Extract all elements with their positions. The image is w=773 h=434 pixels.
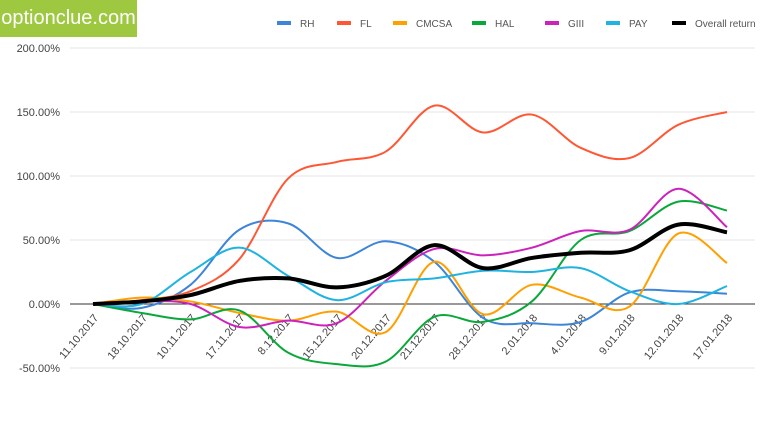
logo: optionclue.com (0, 0, 137, 37)
x-tick-label: 9.01.2018 (597, 312, 638, 357)
x-tick-label: 17.11.2017 (204, 312, 248, 361)
x-tick-label: 4.01.2018 (548, 312, 589, 357)
series-line-cmcsa (92, 231, 728, 335)
y-tick-label: 200.00% (17, 43, 61, 55)
y-tick-label: 0.00% (29, 299, 60, 311)
x-tick-label: 17.01.2018 (691, 312, 736, 362)
legend-label: GIII (568, 19, 584, 30)
x-tick-label: 18.10.2017 (105, 312, 150, 362)
legend-label: PAY (629, 19, 648, 30)
legend-label: RH (300, 19, 314, 30)
x-tick-label: 2.01.2018 (500, 312, 541, 357)
x-tick-label: 20.12.2017 (349, 312, 394, 362)
legend-label: FL (360, 19, 372, 30)
x-tick-label: 12.01.2018 (642, 312, 687, 362)
legend-swatch (337, 21, 351, 25)
legend-swatch (393, 21, 407, 25)
legend-swatch (472, 21, 486, 25)
legend-swatch (277, 21, 291, 25)
legend-label: CMCSA (416, 19, 452, 30)
legend-swatch (672, 21, 686, 25)
series-line-overall-return (92, 222, 728, 306)
x-tick-label: 21.12.2017 (398, 312, 443, 362)
legend-swatch (545, 21, 559, 25)
series-line-pay (92, 246, 728, 308)
x-tick-label: 15.12.2017 (301, 312, 346, 362)
legend-swatch (606, 21, 620, 25)
y-tick-label: 150.00% (17, 107, 61, 119)
y-tick-label: 100.00% (17, 171, 61, 183)
series-line-giii (92, 187, 728, 329)
y-tick-label: -50.00% (19, 363, 60, 375)
legend-label: HAL (495, 19, 515, 30)
series-line-fl (92, 104, 728, 305)
x-tick-label: 11.10.2017 (57, 312, 101, 361)
series-line-rh (92, 219, 728, 326)
legend-label: Overall return (695, 19, 756, 30)
y-tick-label: 50.00% (23, 235, 61, 247)
